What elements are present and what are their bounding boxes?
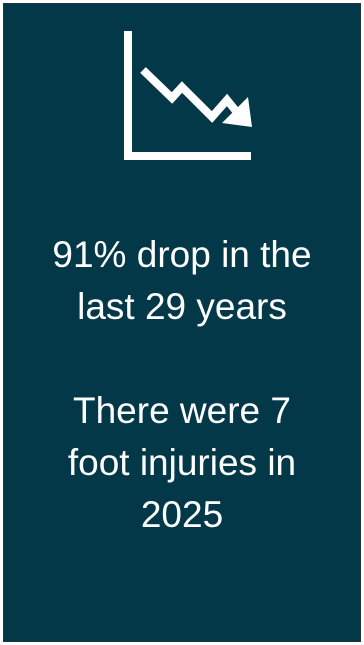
stat-card: 91% drop in the last 29 years There were…	[3, 3, 361, 642]
drop-statement-line-1: 91% drop in the	[52, 234, 312, 275]
drop-statement-line-2: last 29 years	[77, 286, 287, 327]
injuries-statement-line-1: There were 7	[73, 390, 291, 431]
injuries-statement-line-2: foot injuries in	[67, 442, 297, 483]
injuries-statement: There were 7 foot injuries in 2025	[4, 385, 360, 541]
declining-trend-chart-icon	[124, 31, 252, 160]
drop-statement: 91% drop in the last 29 years	[4, 229, 360, 333]
injuries-statement-line-3: 2025	[140, 494, 224, 535]
